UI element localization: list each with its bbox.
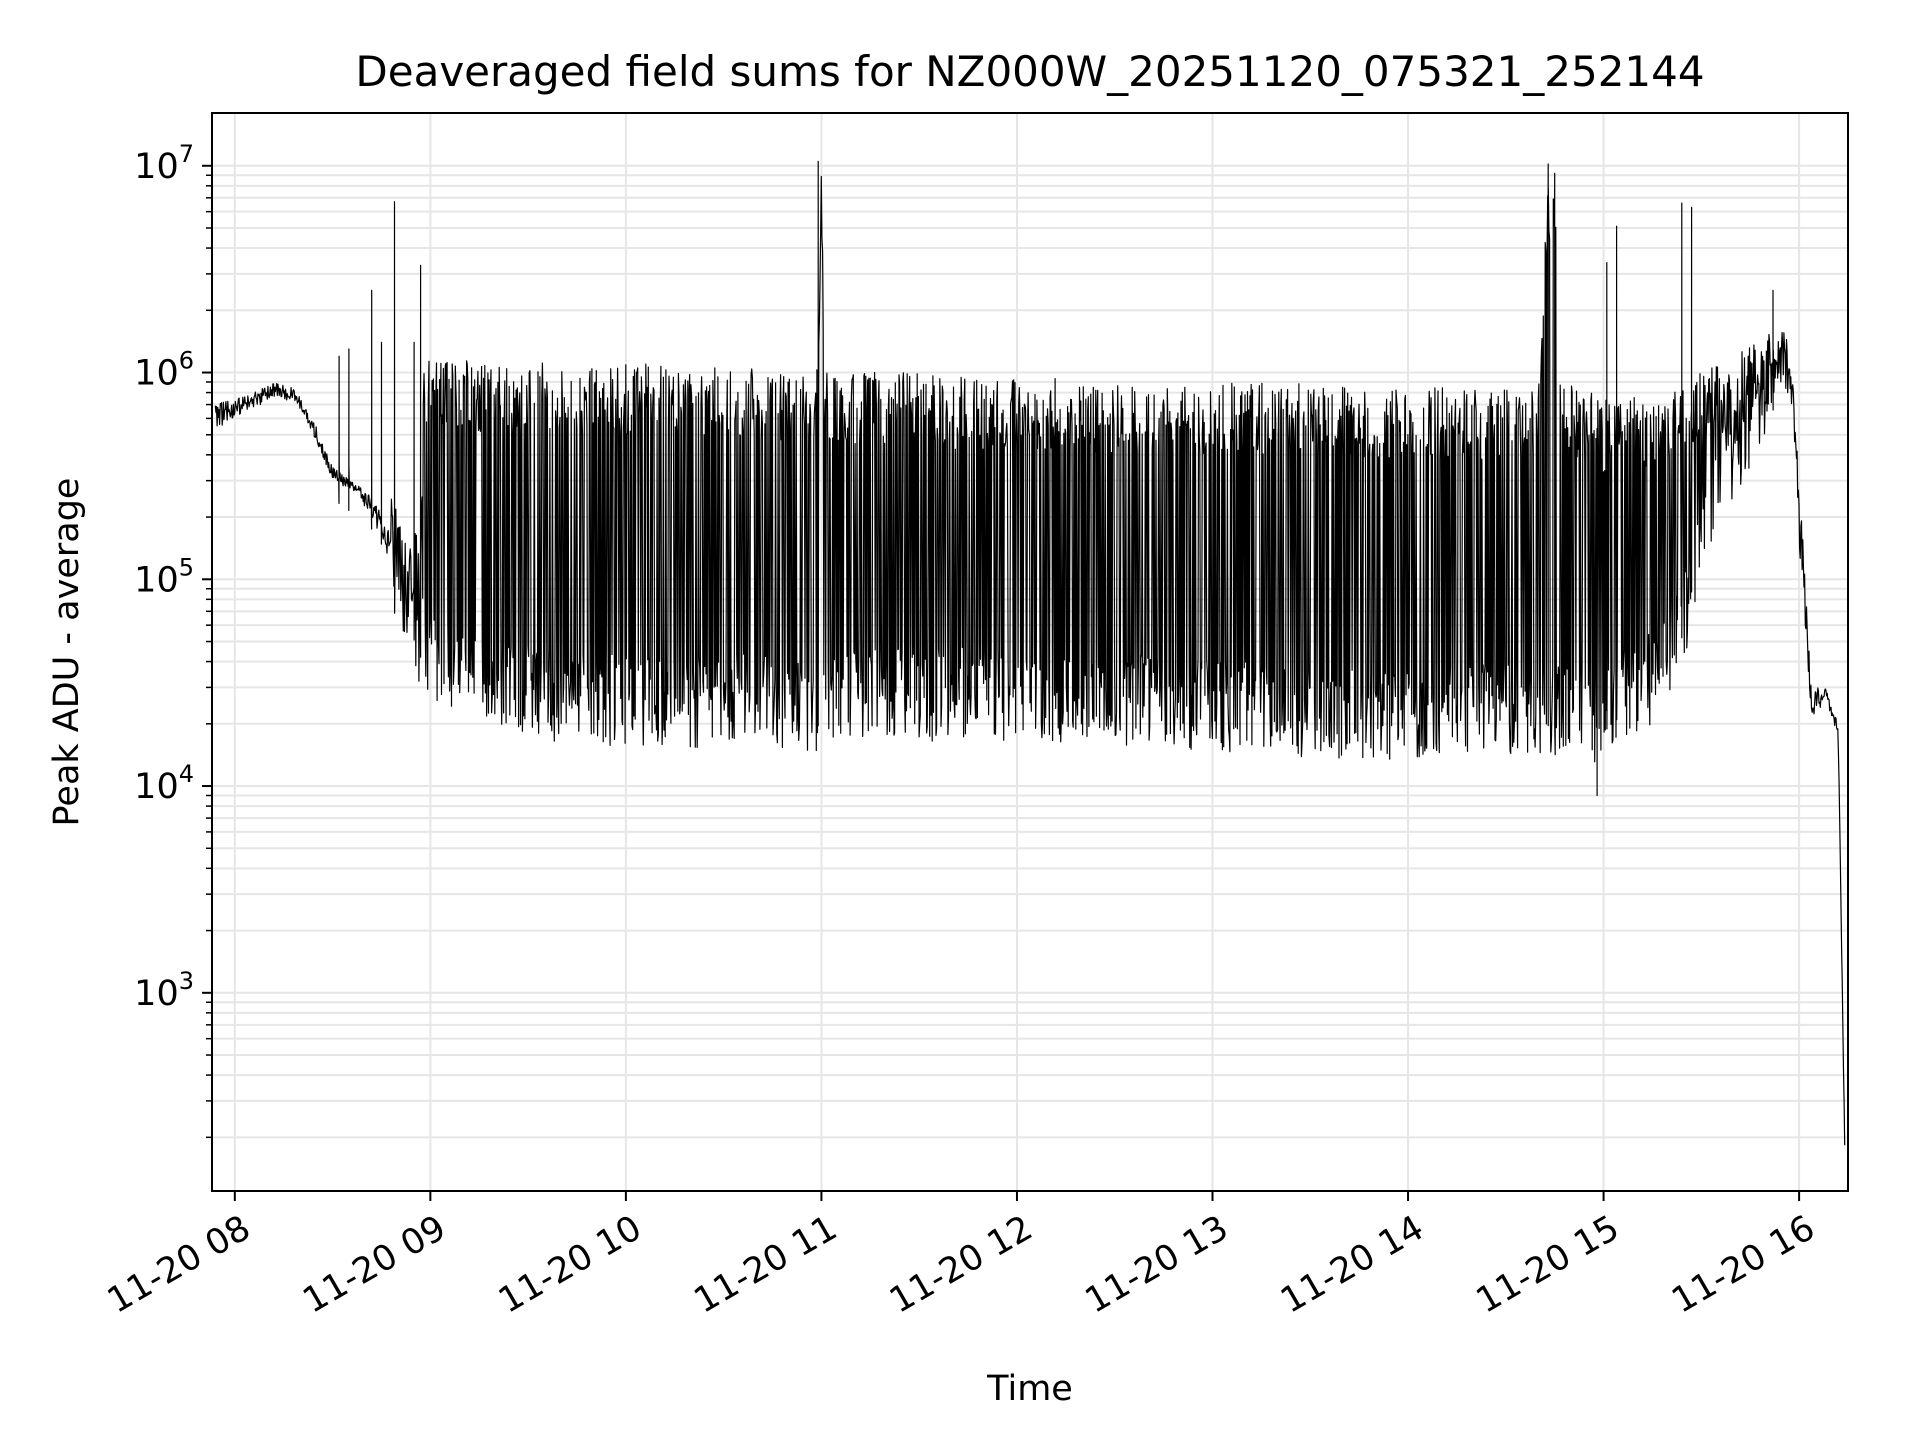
y-axis-label: Peak ADU - average: [47, 478, 87, 827]
x-axis-label: Time: [986, 1369, 1073, 1409]
line-layer: [214, 160, 1846, 1146]
y-tick-label: 106: [134, 347, 194, 394]
series-line: [214, 160, 1846, 1146]
y-tick-label: 105: [134, 553, 194, 600]
chart-title: Deaveraged field sums for NZ000W_2025112…: [355, 47, 1704, 96]
plot-frame: [211, 112, 1849, 1192]
y-tick-label: 104: [134, 760, 194, 807]
y-tick-label: 103: [134, 967, 194, 1014]
y-tick-label: 107: [134, 140, 194, 187]
